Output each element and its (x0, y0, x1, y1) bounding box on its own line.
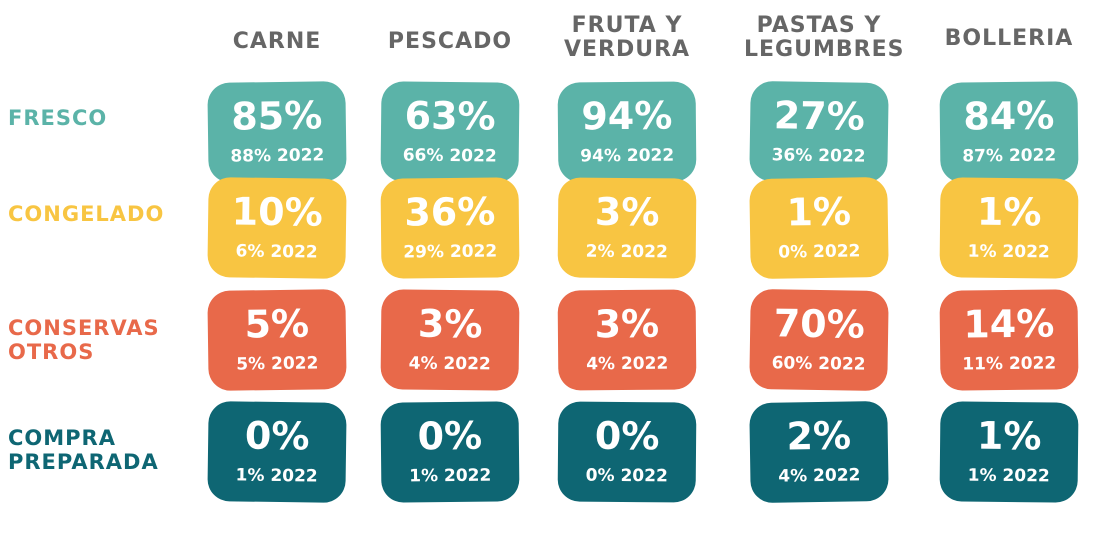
cell-conservas-otros: 3% 4% 2022 (557, 289, 697, 391)
cell-value: 2% (786, 413, 852, 459)
cell-prev-year: 1% 2022 (409, 465, 492, 487)
cell-congelado: 36% 29% 2022 (380, 177, 520, 279)
cell-prev-year: 6% 2022 (235, 241, 318, 263)
cell-prev-year: 11% 2022 (962, 353, 1057, 375)
cell-prev-year: 1% 2022 (967, 241, 1050, 263)
cell-value: 0% (417, 413, 483, 459)
cell-prev-year: 66% 2022 (402, 145, 497, 167)
cell-compra-preparada: 0% 0% 2022 (557, 401, 697, 503)
cell-conservas-otros: 5% 5% 2022 (207, 289, 347, 391)
cell-prev-year: 4% 2022 (778, 465, 861, 487)
cell-fresco: 27% 36% 2022 (749, 80, 889, 184)
cell-congelado: 3% 2% 2022 (557, 177, 697, 279)
cell-congelado: 10% 6% 2022 (207, 177, 347, 279)
row-label-fresco: FRESCO (8, 106, 108, 130)
cell-value: 94% (581, 93, 673, 139)
row-label-conservas-otros: CONSERVAS OTROS (8, 316, 160, 364)
cell-prev-year: 4% 2022 (586, 353, 669, 375)
cell-value: 5% (244, 301, 310, 347)
row-label-congelado: CONGELADO (8, 202, 165, 226)
cell-compra-preparada: 0% 1% 2022 (207, 401, 347, 503)
cell-value: 3% (594, 301, 660, 347)
cell-fresco: 85% 88% 2022 (207, 81, 347, 183)
cell-value: 84% (963, 93, 1055, 139)
cell-value: 1% (786, 189, 852, 235)
cell-prev-year: 36% 2022 (771, 145, 866, 167)
cell-value: 36% (404, 189, 496, 235)
cell-prev-year: 88% 2022 (230, 145, 325, 167)
column-header: CARNE (232, 29, 322, 54)
cell-compra-preparada: 1% 1% 2022 (939, 401, 1079, 503)
cell-value: 85% (230, 93, 323, 139)
column-header: PASTAS Y LEGUMBRES (744, 13, 905, 62)
cell-prev-year: 5% 2022 (236, 353, 319, 375)
column-header: FRUTA Y VERDURA (563, 13, 691, 62)
cell-prev-year: 1% 2022 (967, 465, 1050, 487)
cell-value: 0% (244, 413, 310, 459)
cell-prev-year: 1% 2022 (235, 465, 318, 487)
cell-prev-year: 94% 2022 (580, 145, 675, 167)
cell-prev-year: 2% 2022 (585, 241, 668, 263)
cell-fresco: 63% 66% 2022 (380, 81, 520, 183)
column-header: PESCADO (387, 29, 513, 54)
cell-fresco: 84% 87% 2022 (939, 81, 1079, 183)
row-label-compra-preparada: COMPRA PREPARADA (8, 426, 159, 474)
cell-value: 27% (773, 93, 866, 139)
column-header: BOLLERIA (944, 26, 1074, 51)
cell-value: 70% (773, 301, 866, 347)
cell-fresco: 94% 94% 2022 (557, 81, 697, 183)
cell-conservas-otros: 70% 60% 2022 (749, 288, 889, 392)
cell-prev-year: 0% 2022 (585, 465, 668, 487)
cell-compra-preparada: 0% 1% 2022 (380, 401, 520, 503)
cell-prev-year: 4% 2022 (408, 353, 491, 375)
cell-conservas-otros: 14% 11% 2022 (939, 289, 1079, 391)
cell-value: 63% (404, 93, 496, 139)
cell-conservas-otros: 3% 4% 2022 (380, 289, 520, 391)
cell-value: 3% (417, 301, 483, 347)
cell-prev-year: 87% 2022 (962, 145, 1057, 167)
cell-value: 0% (594, 413, 660, 459)
cell-congelado: 1% 1% 2022 (939, 177, 1079, 279)
cell-value: 1% (976, 189, 1042, 235)
cell-congelado: 1% 0% 2022 (749, 176, 889, 280)
cell-prev-year: 0% 2022 (778, 241, 861, 263)
cell-compra-preparada: 2% 4% 2022 (749, 400, 889, 504)
cell-value: 14% (963, 301, 1055, 347)
cell-value: 3% (594, 189, 660, 235)
cell-value: 1% (976, 413, 1042, 459)
cell-value: 10% (231, 189, 324, 235)
cell-prev-year: 60% 2022 (771, 353, 866, 375)
cell-prev-year: 29% 2022 (403, 241, 498, 263)
